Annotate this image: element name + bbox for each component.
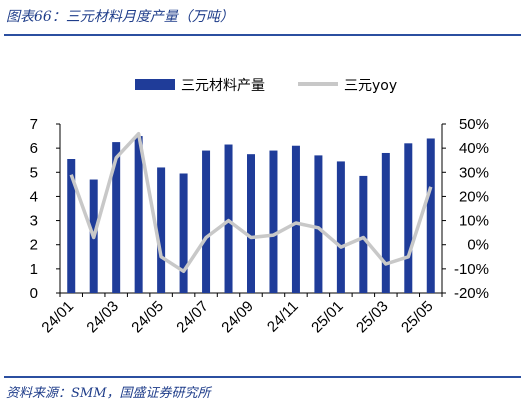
legend-bar-swatch: [135, 79, 175, 90]
bar-25/01: [337, 161, 345, 293]
y-right-tick-label: 30%: [459, 164, 489, 181]
y-left-tick-label: 7: [30, 116, 38, 133]
bar-25/03: [382, 153, 390, 293]
source-note: 资料来源：SMM，国盛证券研究所: [6, 382, 211, 401]
y-right-tick-label: 50%: [459, 116, 489, 133]
bar-series: [67, 136, 435, 293]
y-left-tick-label: 5: [30, 164, 38, 181]
y-right-tick-label: 0%: [467, 237, 489, 254]
bar-24/10: [269, 151, 277, 293]
y-right-tick-label: 10%: [459, 213, 489, 230]
bar-24/07: [202, 151, 210, 293]
y-left-tick-label: 0: [30, 285, 38, 302]
x-tick-label: 24/11: [264, 298, 302, 336]
bar-24/08: [225, 145, 233, 293]
legend-line-label: 三元yoy: [344, 78, 397, 94]
bar-24/04: [135, 136, 143, 293]
legend: 三元材料产量 三元yoy: [135, 78, 397, 94]
x-tick-label: 25/05: [398, 298, 437, 337]
bar-25/04: [404, 143, 412, 293]
bar-24/06: [180, 173, 188, 293]
bar-24/09: [247, 154, 255, 293]
y-right-tick-label: -10%: [454, 261, 489, 278]
legend-bar-label: 三元材料产量: [181, 78, 265, 94]
y-left-tick-label: 6: [30, 140, 38, 157]
x-tick-label: 24/01: [38, 298, 77, 337]
x-tick-label: 25/03: [353, 298, 392, 337]
y-left-tick-label: 4: [30, 188, 38, 205]
y-left-tick-label: 2: [30, 237, 38, 254]
bar-25/02: [359, 176, 367, 293]
y-right-tick-label: -20%: [454, 285, 489, 302]
bar-24/11: [292, 146, 300, 293]
x-tick-label: 24/07: [173, 298, 212, 337]
x-tick-label: 24/09: [218, 298, 257, 337]
bar-25/05: [427, 138, 435, 293]
y-left-tick-label: 1: [30, 261, 38, 278]
x-tick-label: 24/05: [128, 298, 167, 337]
y-right-tick-label: 20%: [459, 188, 489, 205]
x-tick-label: 25/01: [308, 298, 347, 337]
bar-24/12: [314, 155, 322, 293]
bar-24/05: [157, 167, 165, 293]
bottom-rule: [4, 376, 521, 378]
y-right-tick-label: 40%: [459, 140, 489, 157]
y-left-tick-label: 3: [30, 213, 38, 230]
x-tick-label: 24/03: [83, 298, 122, 337]
